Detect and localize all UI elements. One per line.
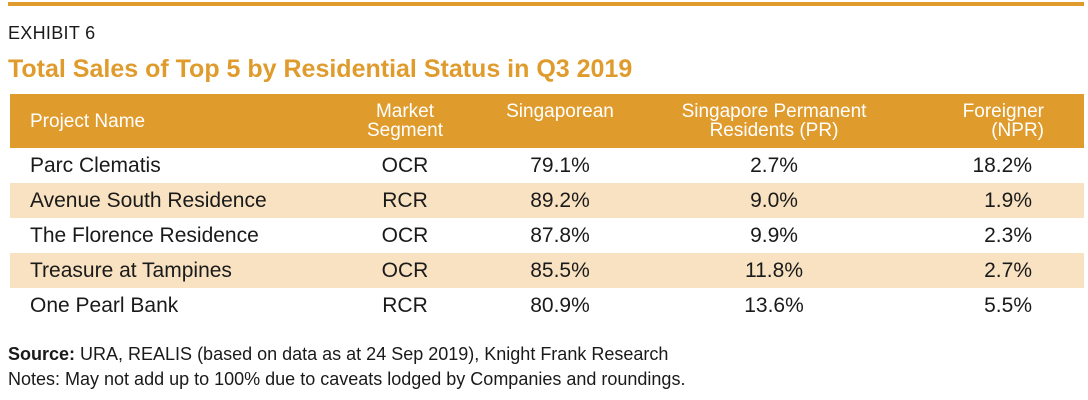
header-market-segment: Market Segment: [345, 94, 465, 148]
header-singaporean-label: Singaporean: [506, 101, 614, 122]
cell-foreigner: 18.2%: [972, 153, 1032, 177]
header-pr-line1: Singapore Permanent: [681, 101, 867, 122]
cell-foreigner: 2.7%: [984, 258, 1032, 282]
cell-singaporean: 80.9%: [530, 293, 590, 317]
sales-table: Project Name Market Segment Singaporean …: [10, 94, 1084, 323]
table-body: Parc Clematis OCR 79.1% 2.7% 18.2% Avenu…: [10, 148, 1084, 323]
table-row: One Pearl Bank RCR 80.9% 13.6% 5.5%: [10, 288, 1084, 323]
cell-market-segment: RCR: [382, 293, 428, 317]
header-project-name-label: Project Name: [30, 110, 146, 132]
cell-market-segment: RCR: [382, 188, 428, 212]
cell-project-name: One Pearl Bank: [30, 293, 179, 317]
exhibit-title: Total Sales of Top 5 by Residential Stat…: [8, 55, 633, 83]
cell-permanent-residents: 9.0%: [750, 188, 798, 212]
cell-project-name: The Florence Residence: [30, 223, 259, 247]
cell-project-name: Treasure at Tampines: [30, 258, 232, 282]
cell-singaporean: 87.8%: [530, 223, 590, 247]
cell-singaporean: 79.1%: [530, 153, 590, 177]
header-permanent-residents: Singapore Permanent Residents (PR): [655, 94, 893, 148]
header-foreigner-line1: Foreigner: [962, 101, 1044, 122]
notes-line: Notes: May not add up to 100% due to cav…: [8, 369, 686, 389]
cell-foreigner: 1.9%: [984, 188, 1032, 212]
cell-project-name: Parc Clematis: [30, 153, 161, 177]
header-singaporean: Singaporean: [465, 94, 655, 148]
header-project-name: Project Name: [10, 94, 345, 148]
exhibit-label: EXHIBIT 6: [8, 23, 96, 43]
cell-foreigner: 2.3%: [984, 223, 1032, 247]
cell-project-name: Avenue South Residence: [30, 188, 267, 212]
cell-foreigner: 5.5%: [984, 293, 1032, 317]
table-row: Avenue South Residence RCR 89.2% 9.0% 1.…: [10, 183, 1084, 218]
header-pr-line2: Residents (PR): [709, 120, 839, 141]
source-line: Source: URA, REALIS (based on data as at…: [8, 344, 668, 365]
header-foreigner: Foreigner (NPR): [893, 94, 1084, 148]
source-text: URA, REALIS (based on data as at 24 Sep …: [75, 344, 669, 364]
cell-permanent-residents: 9.9%: [750, 223, 798, 247]
cell-market-segment: OCR: [381, 258, 429, 282]
cell-market-segment: OCR: [381, 153, 429, 177]
top-rule: [8, 2, 1084, 6]
cell-permanent-residents: 2.7%: [750, 153, 798, 177]
header-foreigner-line2: (NPR): [991, 120, 1044, 141]
cell-permanent-residents: 11.8%: [745, 258, 803, 282]
cell-market-segment: OCR: [381, 223, 429, 247]
table-header: Project Name Market Segment Singaporean …: [10, 94, 1084, 148]
table-row: Treasure at Tampines OCR 85.5% 11.8% 2.7…: [10, 253, 1084, 288]
header-row: Project Name Market Segment Singaporean …: [10, 94, 1084, 148]
table-row: The Florence Residence OCR 87.8% 9.9% 2.…: [10, 218, 1084, 253]
cell-singaporean: 89.2%: [530, 188, 590, 212]
source-label: Source:: [8, 344, 76, 364]
table-row: Parc Clematis OCR 79.1% 2.7% 18.2%: [10, 148, 1084, 183]
cell-singaporean: 85.5%: [530, 258, 590, 282]
header-market-segment-line2: Segment: [366, 120, 444, 141]
header-market-segment-line1: Market: [375, 101, 435, 122]
cell-permanent-residents: 13.6%: [744, 293, 804, 317]
